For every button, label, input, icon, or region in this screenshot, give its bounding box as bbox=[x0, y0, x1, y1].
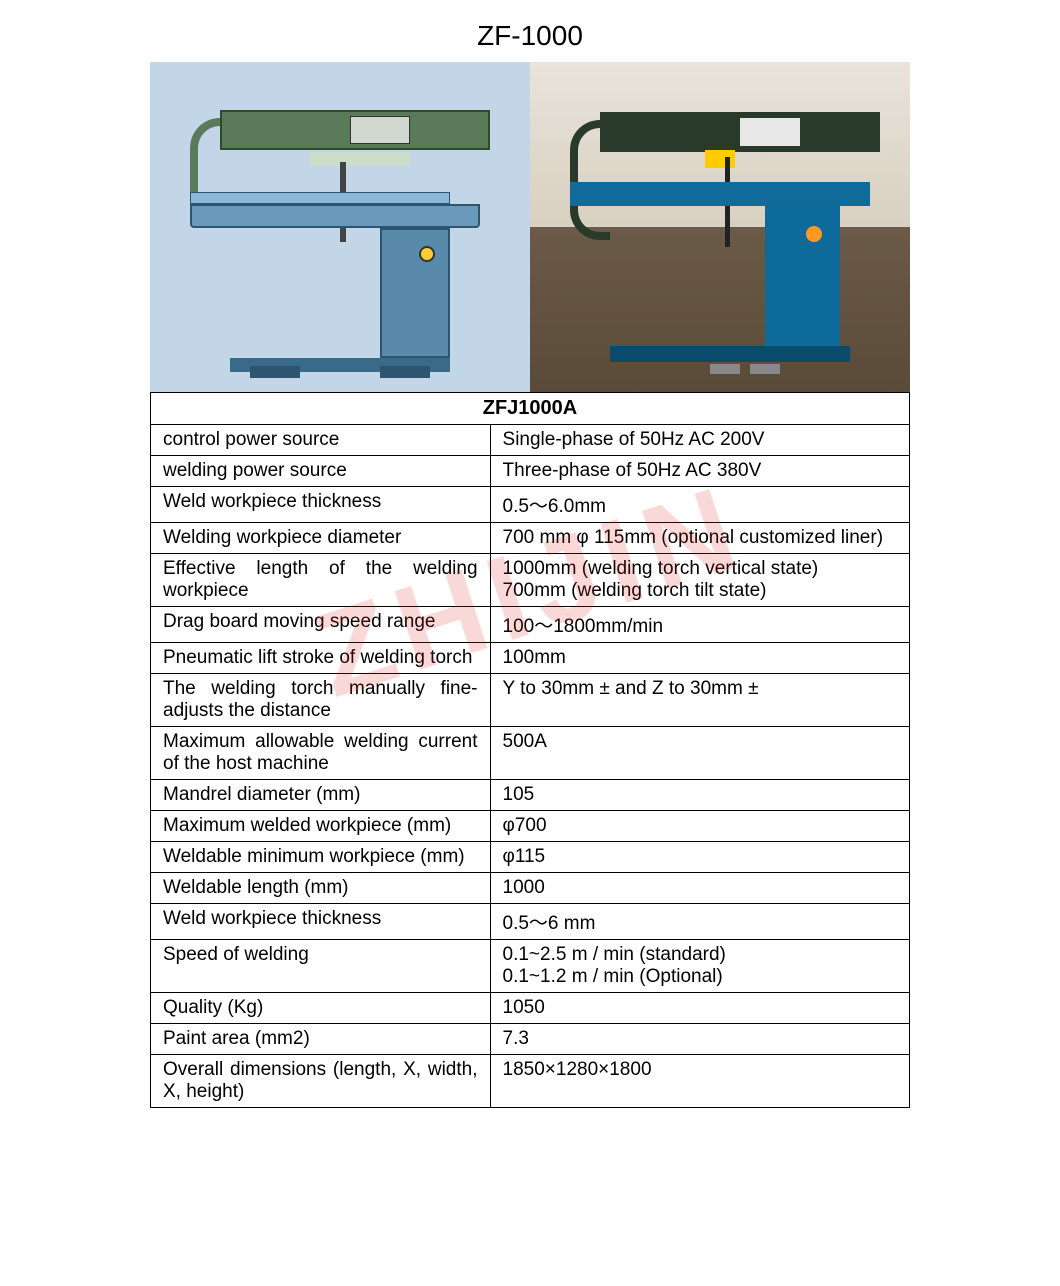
spec-label: Weld workpiece thickness bbox=[151, 904, 491, 940]
spec-value: 1000 bbox=[490, 873, 909, 904]
spec-value: 105 bbox=[490, 780, 909, 811]
table-row: The welding torch manually fine-adjusts … bbox=[151, 674, 910, 727]
table-row: Quality (Kg)1050 bbox=[151, 993, 910, 1024]
table-row: Mandrel diameter (mm)105 bbox=[151, 780, 910, 811]
spec-value: Single-phase of 50Hz AC 200V bbox=[490, 425, 909, 456]
spec-value: φ700 bbox=[490, 811, 909, 842]
spec-value: 700 mm φ 115mm (optional customized line… bbox=[490, 523, 909, 554]
spec-label: Pneumatic lift stroke of welding torch bbox=[151, 643, 491, 674]
spec-label: Effective length of the welding workpiec… bbox=[151, 554, 491, 607]
table-row: Paint area (mm2)7.3 bbox=[151, 1024, 910, 1055]
spec-label: Welding workpiece diameter bbox=[151, 523, 491, 554]
table-row: Weld workpiece thickness0.5～6 mm bbox=[151, 904, 910, 940]
spec-value: 0.5～6 mm bbox=[490, 904, 909, 940]
cad-drawing bbox=[150, 62, 530, 392]
table-row: Maximum welded workpiece (mm)φ700 bbox=[151, 811, 910, 842]
table-row: Welding workpiece diameter700 mm φ 115mm… bbox=[151, 523, 910, 554]
table-wrap: ZHIJIN ZFJ1000A control power sourceSing… bbox=[0, 392, 1060, 1108]
spec-value: Y to 30mm ± and Z to 30mm ± bbox=[490, 674, 909, 727]
page-title: ZF-1000 bbox=[0, 20, 1060, 52]
table-row: Weld workpiece thickness0.5～6.0mm bbox=[151, 487, 910, 523]
spec-label: Maximum welded workpiece (mm) bbox=[151, 811, 491, 842]
table-header: ZFJ1000A bbox=[151, 393, 910, 425]
spec-label: control power source bbox=[151, 425, 491, 456]
spec-label: Quality (Kg) bbox=[151, 993, 491, 1024]
table-row: Weldable minimum workpiece (mm)φ115 bbox=[151, 842, 910, 873]
spec-label: Speed of welding bbox=[151, 940, 491, 993]
spec-label: Mandrel diameter (mm) bbox=[151, 780, 491, 811]
table-row: Maximum allowable welding current of the… bbox=[151, 727, 910, 780]
spec-value: 1050 bbox=[490, 993, 909, 1024]
spec-value: Three-phase of 50Hz AC 380V bbox=[490, 456, 909, 487]
table-row: Effective length of the welding workpiec… bbox=[151, 554, 910, 607]
spec-label: Drag board moving speed range bbox=[151, 607, 491, 643]
spec-value: 1000mm (welding torch vertical state) 70… bbox=[490, 554, 909, 607]
spec-value: 500A bbox=[490, 727, 909, 780]
spec-value: 100～1800mm/min bbox=[490, 607, 909, 643]
table-row: Drag board moving speed range100～1800mm/… bbox=[151, 607, 910, 643]
spec-label: Weld workpiece thickness bbox=[151, 487, 491, 523]
table-row: Weldable length (mm)1000 bbox=[151, 873, 910, 904]
spec-label: Paint area (mm2) bbox=[151, 1024, 491, 1055]
machine-photo bbox=[530, 62, 910, 392]
table-row: control power sourceSingle-phase of 50Hz… bbox=[151, 425, 910, 456]
table-row: welding power sourceThree-phase of 50Hz … bbox=[151, 456, 910, 487]
spec-value: 0.5～6.0mm bbox=[490, 487, 909, 523]
spec-label: Weldable minimum workpiece (mm) bbox=[151, 842, 491, 873]
spec-label: Overall dimensions (length, X, width, X,… bbox=[151, 1055, 491, 1108]
spec-value: 100mm bbox=[490, 643, 909, 674]
spec-label: Maximum allowable welding current of the… bbox=[151, 727, 491, 780]
spec-table: ZFJ1000A control power sourceSingle-phas… bbox=[150, 392, 910, 1108]
table-row: Speed of welding0.1~2.5 m / min (standar… bbox=[151, 940, 910, 993]
spec-value: 0.1~2.5 m / min (standard) 0.1~1.2 m / m… bbox=[490, 940, 909, 993]
spec-label: The welding torch manually fine-adjusts … bbox=[151, 674, 491, 727]
spec-value: 7.3 bbox=[490, 1024, 909, 1055]
spec-value: 1850×1280×1800 bbox=[490, 1055, 909, 1108]
spec-label: welding power source bbox=[151, 456, 491, 487]
table-row: Pneumatic lift stroke of welding torch10… bbox=[151, 643, 910, 674]
spec-label: Weldable length (mm) bbox=[151, 873, 491, 904]
images-row bbox=[150, 62, 910, 392]
table-row: Overall dimensions (length, X, width, X,… bbox=[151, 1055, 910, 1108]
spec-value: φ115 bbox=[490, 842, 909, 873]
